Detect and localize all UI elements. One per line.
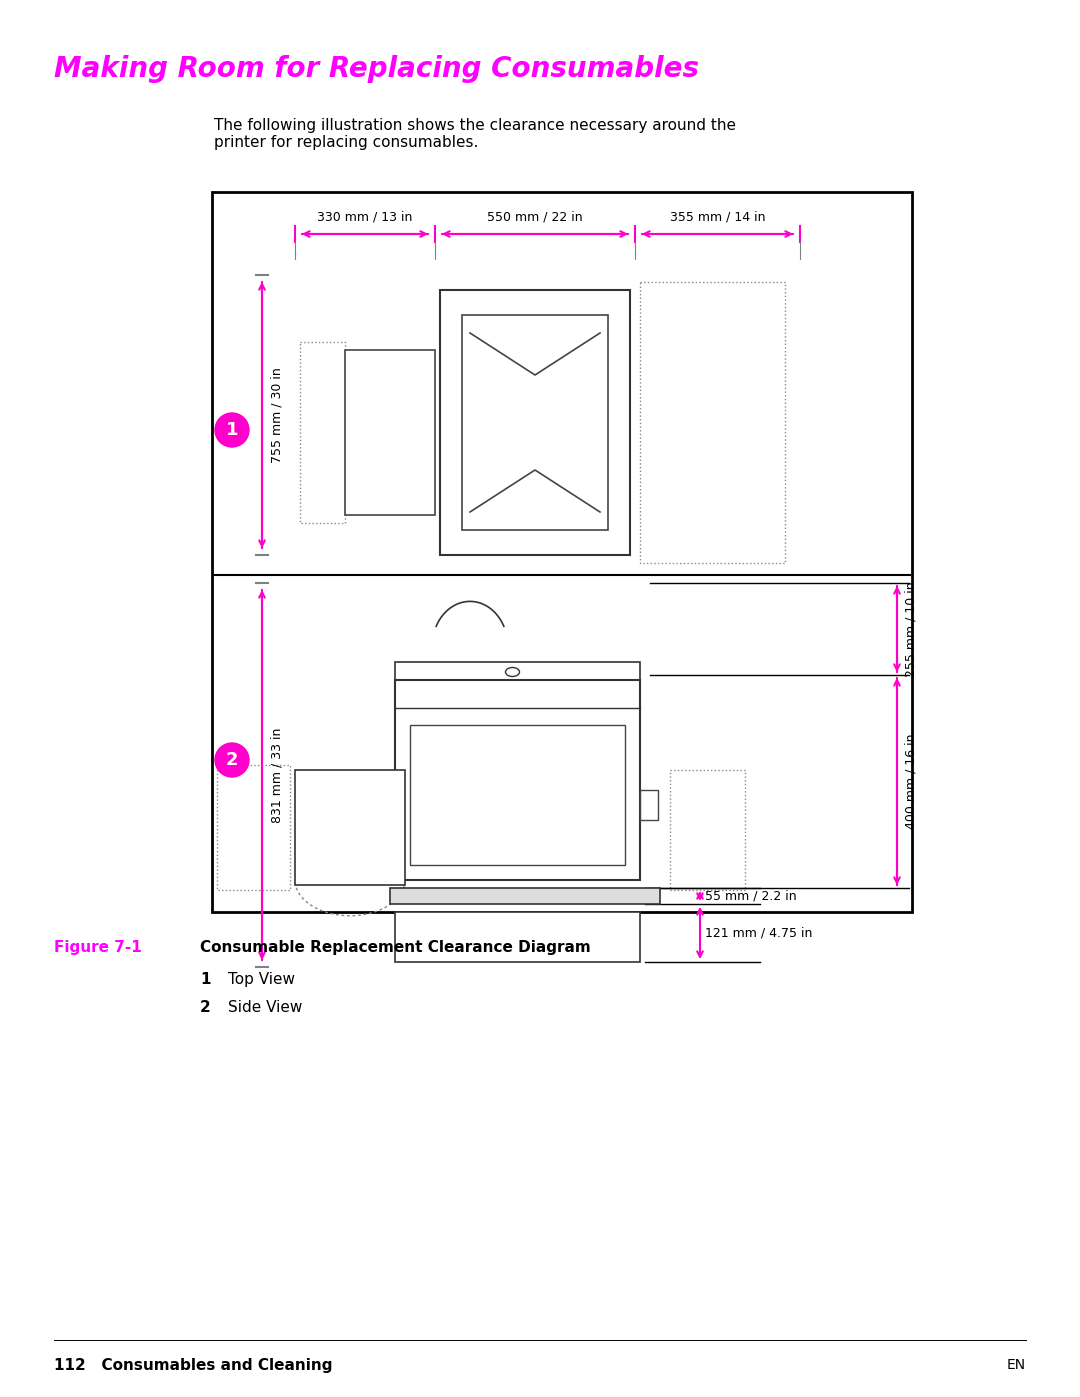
Text: 2: 2 [226,752,239,768]
Text: 1: 1 [200,972,211,988]
Bar [395,680,640,880]
Text: 121 mm / 4.75 in: 121 mm / 4.75 in [705,926,812,940]
Bar [395,662,640,682]
Bar [345,351,435,515]
Text: Making Room for Replacing Consumables: Making Room for Replacing Consumables [54,54,699,82]
Text: 330 mm / 13 in: 330 mm / 13 in [318,211,413,224]
Text: Top View: Top View [228,972,295,988]
Bar [440,291,630,555]
Text: EN: EN [1007,1358,1026,1372]
Text: 112   Consumables and Cleaning: 112 Consumables and Cleaning [54,1358,333,1373]
Bar [410,725,625,865]
Circle shape [215,743,249,777]
Text: 55 mm / 2.2 in: 55 mm / 2.2 in [705,890,797,902]
Text: 400 mm / 16 in: 400 mm / 16 in [905,733,918,830]
Text: 1: 1 [226,420,239,439]
Text: 355 mm / 14 in: 355 mm / 14 in [670,211,766,224]
Bar [300,342,345,522]
Bar [395,912,640,963]
Bar [640,789,658,820]
Circle shape [215,414,249,447]
Ellipse shape [505,668,519,676]
Bar [390,888,660,904]
Text: Figure 7-1: Figure 7-1 [54,940,141,956]
Text: Side View: Side View [228,1000,302,1016]
Text: 831 mm / 33 in: 831 mm / 33 in [270,728,283,823]
Text: 2: 2 [200,1000,211,1016]
Bar [295,770,405,886]
Bar [217,766,291,890]
Bar [670,770,745,890]
Bar [462,314,608,529]
Text: 550 mm / 22 in: 550 mm / 22 in [487,211,583,224]
Bar [640,282,785,563]
Text: 755 mm / 30 in: 755 mm / 30 in [270,367,283,462]
Text: The following illustration shows the clearance necessary around the
printer for : The following illustration shows the cle… [214,117,735,151]
Text: 255 mm / 10 in: 255 mm / 10 in [905,581,918,676]
Bar [212,191,912,912]
Text: Consumable Replacement Clearance Diagram: Consumable Replacement Clearance Diagram [200,940,591,956]
